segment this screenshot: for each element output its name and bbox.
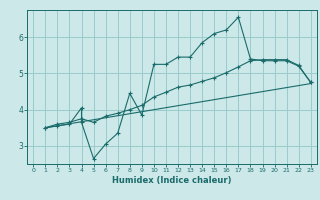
X-axis label: Humidex (Indice chaleur): Humidex (Indice chaleur)	[112, 176, 232, 185]
